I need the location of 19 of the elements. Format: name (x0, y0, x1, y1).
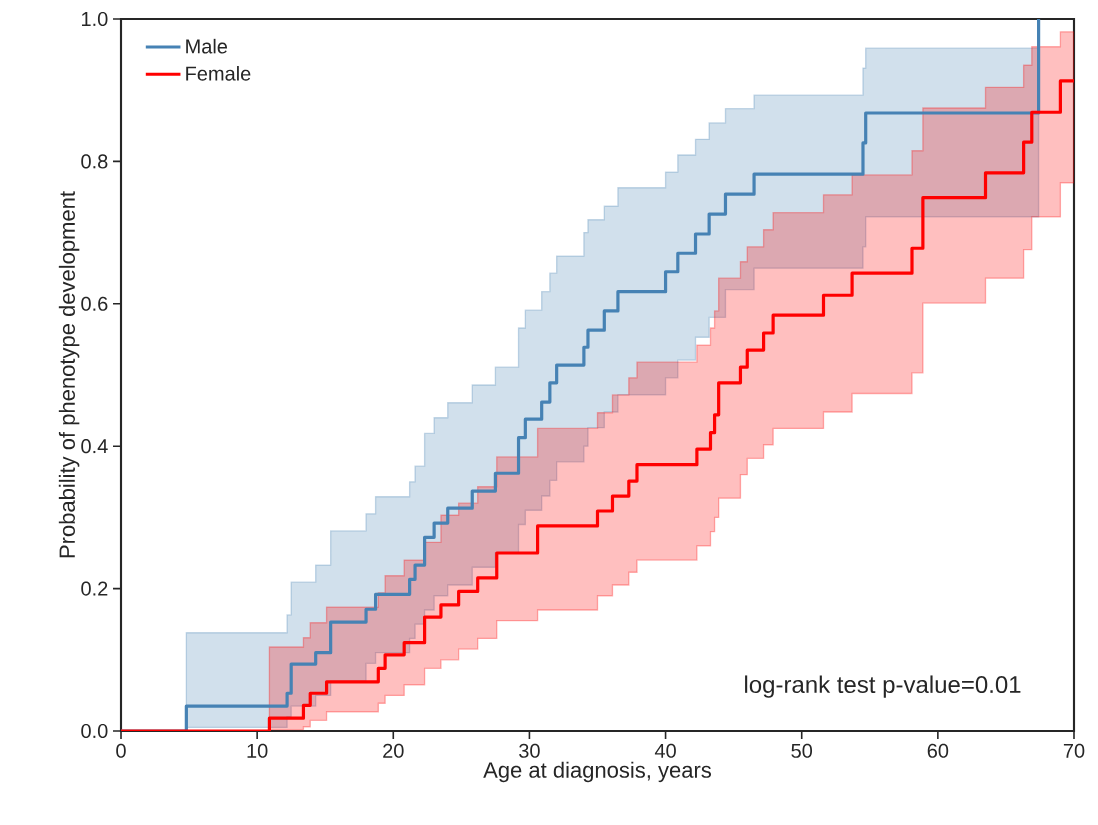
legend-label: Female (186, 66, 251, 81)
legend-label: Male (186, 38, 228, 54)
x-tick-label: 20 (383, 743, 404, 758)
y-tick-label: 1.0 (82, 11, 108, 27)
x-tick-label: 30 (519, 743, 540, 758)
x-tick-label: 0 (116, 743, 126, 758)
y-tick-label: 0.2 (81, 581, 108, 596)
x-tick-label: 70 (1063, 743, 1085, 758)
annotation: log-rank test p-value=0.01 (745, 675, 1021, 698)
y-tick-label: 0.0 (81, 723, 108, 739)
x-tick-label: 60 (927, 743, 949, 758)
y-axis-title: Probability of phenotype development (58, 191, 80, 558)
x-tick-label: 40 (654, 743, 676, 758)
y-tick-label: 0.4 (81, 439, 108, 454)
x-axis-title: Age at diagnosis, years (483, 761, 712, 783)
x-tick-label: 50 (791, 743, 813, 758)
x-tick-label: 10 (247, 743, 268, 758)
y-tick-label: 0.8 (81, 154, 108, 169)
y-tick-label: 0.6 (81, 296, 108, 311)
